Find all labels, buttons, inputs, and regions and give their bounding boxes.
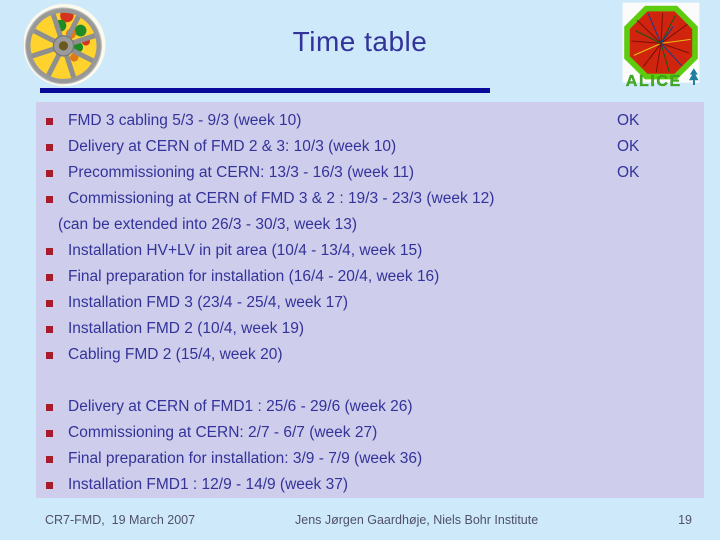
timetable-item: Installation HV+LV in pit area (10/4 - 1…: [36, 238, 704, 264]
timetable-item-text: Installation HV+LV in pit area (10/4 - 1…: [68, 242, 423, 259]
square-bullet-icon: [46, 143, 53, 151]
timetable-item: Cabling FMD 2 (15/4, week 20): [36, 342, 704, 368]
timetable-item-continuation: (can be extended into 26/3 - 30/3, week …: [36, 212, 704, 238]
status-ok-label: OK: [617, 138, 640, 155]
timetable-block-1: FMD 3 cabling 5/3 - 9/3 (week 10) OK Deliv…: [36, 108, 704, 368]
timetable-item: FMD 3 cabling 5/3 - 9/3 (week 10) OK: [36, 108, 704, 134]
timetable-item: Delivery at CERN of FMD1 : 25/6 - 29/6 (…: [36, 394, 704, 420]
timetable-item-text: Commissioning at CERN of FMD 3 & 2 : 19/…: [68, 190, 495, 207]
timetable-item-text: FMD 3 cabling 5/3 - 9/3 (week 10): [68, 112, 302, 129]
footer-center-text: Jens Jørgen Gaardhøje, Niels Bohr Instit…: [295, 513, 539, 527]
timetable-item-text: Installation FMD 2 (10/4, week 19): [68, 320, 305, 337]
timetable-item: Final preparation for installation (16/4…: [36, 264, 704, 290]
timetable-item: Commissioning at CERN of FMD 3 & 2 : 19/…: [36, 186, 704, 212]
square-bullet-icon: [46, 455, 53, 463]
timetable-item: Installation FMD 2 (10/4, week 19): [36, 316, 704, 342]
timetable-item: Installation FMD 3 (23/4 - 25/4, week 17…: [36, 290, 704, 316]
timetable-item-text: (can be extended into 26/3 - 30/3, week …: [58, 216, 358, 233]
timetable-panel: FMD 3 cabling 5/3 - 9/3 (week 10) OK Deliv…: [36, 102, 704, 498]
status-ok-label: OK: [617, 164, 640, 181]
footer-left-text: CR7-FMD, 19 March 2007: [45, 513, 196, 527]
fmd-wheel-logo-icon: [24, 3, 106, 87]
timetable-item: Delivery at CERN of FMD 2 & 3: 10/3 (wee…: [36, 134, 704, 160]
timetable-block-2: Delivery at CERN of FMD1 : 25/6 - 29/6 (…: [36, 394, 704, 498]
square-bullet-icon: [46, 481, 53, 489]
page-number: 19: [678, 513, 692, 527]
timetable-item-text: Installation FMD1 : 12/9 - 14/9 (week 37…: [68, 476, 348, 493]
square-bullet-icon: [46, 299, 53, 307]
square-bullet-icon: [46, 273, 53, 281]
page-title: Time table: [292, 26, 428, 57]
timetable-item-text: Precommissioning at CERN: 13/3 - 16/3 (w…: [68, 164, 415, 181]
timetable-item: Precommissioning at CERN: 13/3 - 16/3 (w…: [36, 160, 704, 186]
status-ok-label: OK: [617, 112, 640, 129]
timetable-item-text: Final preparation for installation: 3/9 …: [68, 450, 423, 467]
square-bullet-icon: [46, 117, 53, 125]
square-bullet-icon: [46, 247, 53, 255]
timetable-item-text: Delivery at CERN of FMD 2 & 3: 10/3 (wee…: [68, 138, 397, 155]
square-bullet-icon: [46, 195, 53, 203]
square-bullet-icon: [46, 325, 53, 333]
square-bullet-icon: [46, 169, 53, 177]
timetable-item: Installation FMD1 : 12/9 - 14/9 (week 37…: [36, 472, 704, 498]
timetable-item: Commissioning at CERN: 2/7 - 6/7 (week 2…: [36, 420, 704, 446]
timetable-item: Final preparation for installation: 3/9 …: [36, 446, 704, 472]
alice-logo-icon: ALICE: [622, 2, 700, 88]
timetable-item-text: Delivery at CERN of FMD1 : 25/6 - 29/6 (…: [68, 398, 413, 415]
square-bullet-icon: [46, 351, 53, 359]
title-underline-rule: [40, 88, 490, 93]
timetable-item-text: Installation FMD 3 (23/4 - 25/4, week 17…: [68, 294, 348, 311]
timetable-item-text: Final preparation for installation (16/4…: [68, 268, 440, 285]
square-bullet-icon: [46, 429, 53, 437]
timetable-item-text: Cabling FMD 2 (15/4, week 20): [68, 346, 283, 363]
svg-text:ALICE: ALICE: [626, 73, 682, 88]
square-bullet-icon: [46, 403, 53, 411]
timetable-item-text: Commissioning at CERN: 2/7 - 6/7 (week 2…: [68, 424, 378, 441]
